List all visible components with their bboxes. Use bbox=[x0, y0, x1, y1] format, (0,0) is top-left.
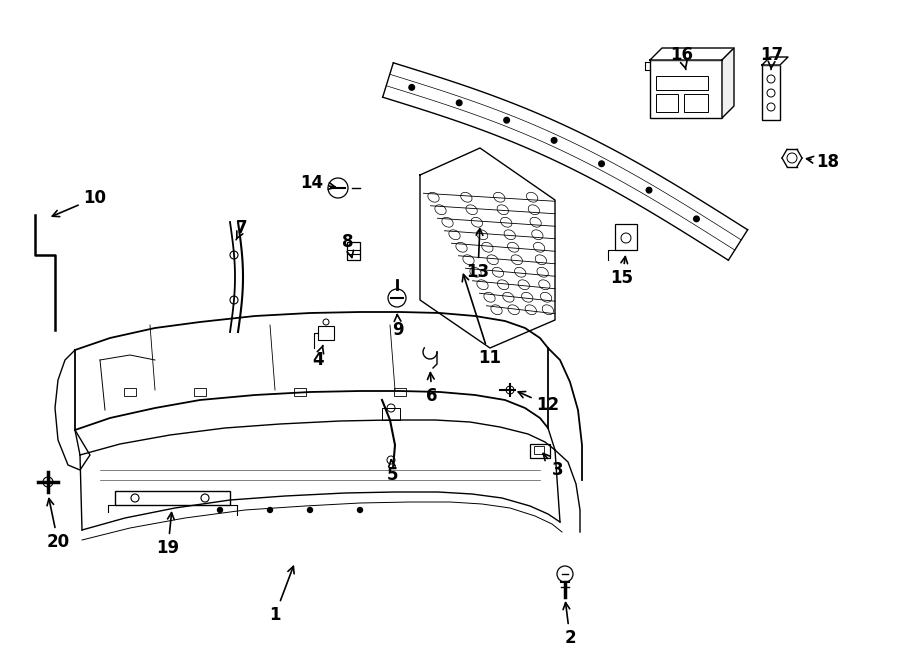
Text: 10: 10 bbox=[52, 189, 106, 217]
Circle shape bbox=[218, 508, 222, 512]
Bar bbox=[394, 388, 406, 396]
Text: 2: 2 bbox=[563, 603, 576, 647]
Circle shape bbox=[646, 187, 652, 193]
Bar bbox=[115, 491, 230, 505]
Circle shape bbox=[598, 161, 605, 167]
Polygon shape bbox=[722, 48, 734, 118]
Bar bbox=[762, 65, 780, 120]
Text: 6: 6 bbox=[427, 373, 437, 405]
Bar bbox=[318, 326, 334, 340]
Bar bbox=[530, 444, 550, 458]
Text: 9: 9 bbox=[392, 315, 404, 339]
Circle shape bbox=[504, 118, 509, 123]
Bar bbox=[656, 76, 708, 90]
Circle shape bbox=[308, 508, 312, 512]
Text: 15: 15 bbox=[610, 256, 634, 287]
Text: 11: 11 bbox=[463, 274, 501, 367]
Text: 3: 3 bbox=[543, 453, 563, 479]
Bar bbox=[615, 224, 637, 250]
Text: 13: 13 bbox=[466, 229, 490, 281]
Circle shape bbox=[267, 508, 273, 512]
Text: 4: 4 bbox=[312, 346, 324, 369]
Circle shape bbox=[456, 100, 462, 106]
Text: 7: 7 bbox=[236, 219, 248, 240]
Bar bbox=[294, 388, 306, 396]
Text: 16: 16 bbox=[670, 46, 694, 69]
Text: 20: 20 bbox=[47, 498, 69, 551]
Polygon shape bbox=[650, 48, 734, 60]
Text: 5: 5 bbox=[387, 459, 399, 484]
Text: 8: 8 bbox=[342, 233, 354, 258]
Text: 14: 14 bbox=[301, 174, 336, 192]
Text: 12: 12 bbox=[518, 391, 560, 414]
Text: 17: 17 bbox=[760, 46, 784, 69]
Bar bbox=[124, 388, 136, 396]
Bar bbox=[684, 94, 708, 112]
Circle shape bbox=[409, 85, 415, 90]
Circle shape bbox=[357, 508, 363, 512]
Bar bbox=[347, 242, 360, 260]
Text: 19: 19 bbox=[157, 513, 180, 557]
Circle shape bbox=[694, 216, 699, 221]
Bar bbox=[656, 94, 678, 112]
Bar bbox=[194, 388, 206, 396]
Bar bbox=[650, 60, 722, 118]
Circle shape bbox=[552, 137, 557, 143]
Bar bbox=[534, 446, 544, 454]
Text: 18: 18 bbox=[806, 153, 840, 171]
Polygon shape bbox=[762, 57, 788, 65]
Bar bbox=[382, 408, 400, 420]
Text: 1: 1 bbox=[269, 566, 294, 624]
